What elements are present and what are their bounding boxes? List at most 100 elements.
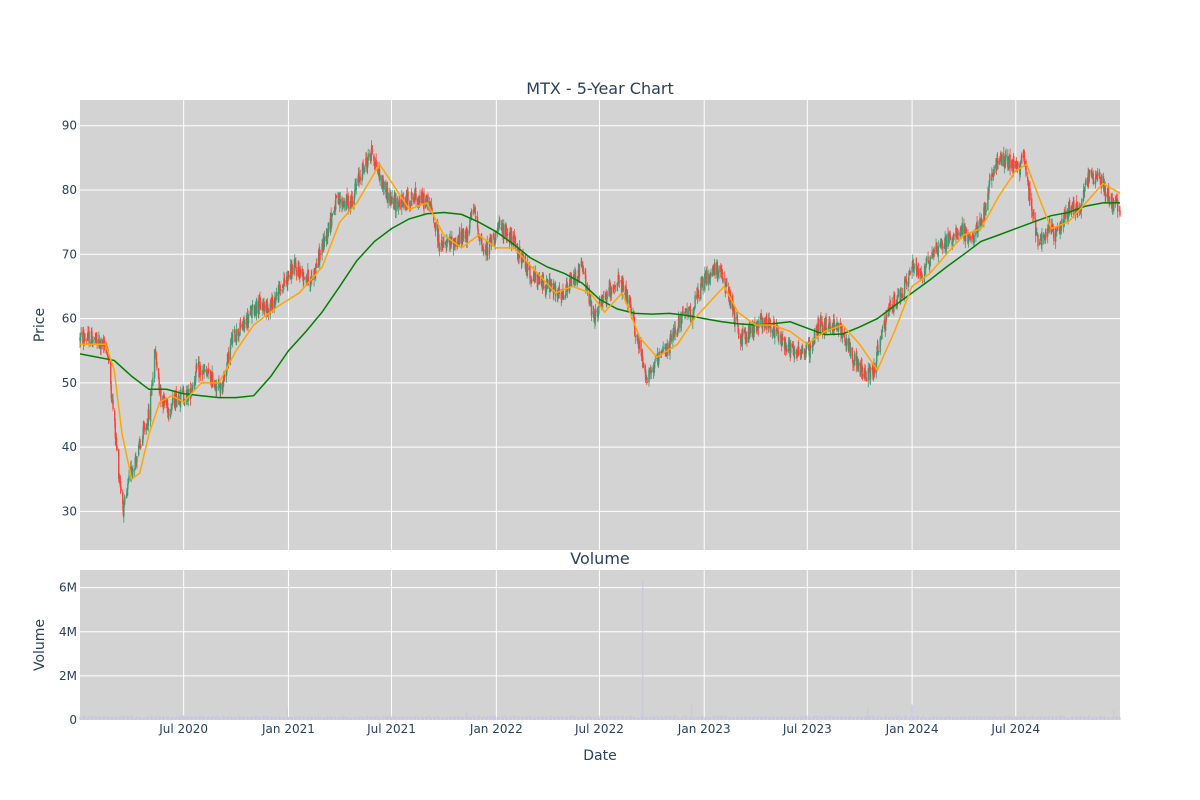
candle-body (1036, 233, 1039, 235)
volume-bar (351, 718, 353, 720)
candle-body (737, 323, 739, 327)
candle-body (757, 326, 759, 330)
candle (205, 365, 208, 377)
candle (480, 233, 483, 245)
candle (379, 173, 381, 187)
candle (646, 374, 648, 385)
candle-body (598, 306, 600, 314)
volume-bar (295, 717, 298, 720)
candle-body (270, 302, 273, 308)
candle (295, 266, 298, 281)
candle-body (92, 339, 94, 342)
volume-bar (419, 718, 421, 720)
volume-bar (670, 715, 672, 720)
candle-body (913, 265, 916, 269)
candle-body (467, 231, 469, 237)
volume-bar (200, 715, 202, 720)
candle-body (291, 265, 294, 274)
candle (681, 311, 683, 324)
candle-body (1119, 210, 1121, 216)
candle-body (158, 377, 160, 390)
candle-body (497, 227, 499, 229)
candle (686, 302, 688, 320)
candle-body (574, 270, 577, 284)
candle-body (130, 466, 132, 477)
candle-body (176, 398, 178, 408)
candle-body (259, 297, 261, 301)
candle-body (131, 470, 134, 476)
candle (730, 294, 732, 310)
candle (517, 257, 520, 265)
volume-bar (120, 715, 122, 720)
candle-body (843, 333, 846, 337)
candle-body (378, 169, 381, 180)
volume-bar (539, 716, 541, 720)
candle (704, 266, 706, 293)
volume-bar (873, 716, 876, 720)
candle-body (937, 246, 940, 257)
volume-bar (427, 715, 429, 720)
candle-body (285, 281, 287, 282)
volume-bar (399, 716, 401, 720)
candle (867, 362, 869, 388)
candle (1007, 149, 1009, 172)
candle-body (102, 340, 105, 346)
candle-body (851, 348, 854, 359)
candle (137, 443, 140, 457)
candle (628, 295, 630, 309)
volume-bar (363, 718, 365, 720)
candle-body (231, 334, 234, 343)
candle-body (693, 310, 695, 313)
candle-body (900, 292, 902, 302)
candle-body (795, 350, 798, 355)
price-y-axis-label: Price (32, 308, 48, 342)
candle (142, 421, 144, 443)
volume-bar (885, 716, 888, 720)
volume-bar (104, 716, 106, 720)
volume-bar (519, 716, 521, 720)
candle-body (589, 301, 591, 303)
candle-body (357, 179, 359, 183)
candle (681, 306, 684, 315)
candle-body (359, 176, 361, 181)
volume-bar (582, 716, 585, 720)
volume-bar (331, 716, 333, 720)
candle-body (83, 334, 85, 339)
candle-body (1009, 154, 1011, 169)
candle (925, 255, 928, 268)
candle (131, 467, 134, 479)
candle-body (524, 255, 527, 269)
candle-body (393, 195, 396, 210)
candle-body (538, 275, 540, 277)
candle-body (413, 198, 416, 199)
volume-bar (678, 718, 680, 720)
volume-bar (614, 715, 616, 720)
candle (1069, 199, 1071, 216)
candle-body (818, 319, 820, 331)
candle-body (853, 359, 855, 365)
candle-body (343, 200, 345, 208)
candle-body (669, 338, 671, 354)
candle (1027, 171, 1029, 186)
candle-body (545, 281, 548, 293)
candle-body (103, 339, 105, 341)
candle (1099, 177, 1102, 183)
candle-body (628, 299, 630, 303)
candle (537, 273, 539, 291)
candle (561, 292, 563, 304)
candle (887, 307, 889, 318)
volume-bar (371, 716, 373, 720)
candle-body (814, 328, 816, 344)
candle (545, 275, 548, 296)
volume-y-ticks: 0 2M 4M 6M (59, 581, 77, 727)
candle (1023, 149, 1026, 167)
candle-body (1035, 232, 1037, 235)
candle-body (335, 194, 337, 210)
volume-bar (523, 716, 525, 720)
candle-body (991, 173, 993, 181)
volume-bar (721, 715, 724, 720)
candle-body (718, 266, 720, 273)
candle-body (532, 278, 535, 281)
candle-body (1001, 154, 1003, 166)
candle-body (952, 235, 954, 242)
